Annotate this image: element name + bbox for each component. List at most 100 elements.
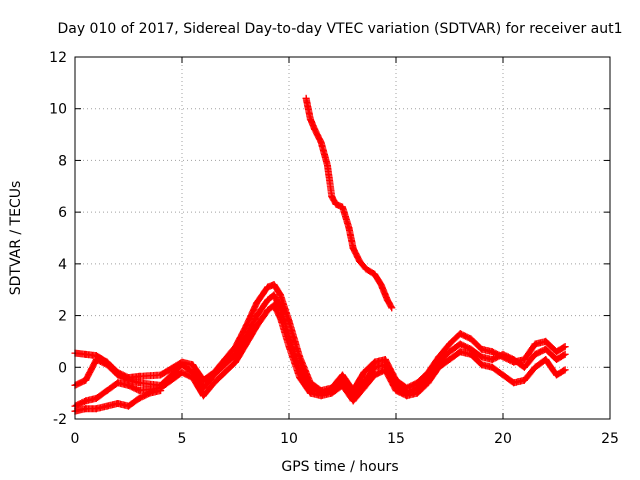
data-point	[456, 348, 464, 356]
data-point	[446, 356, 453, 364]
data-point	[270, 301, 278, 309]
data-point	[356, 257, 364, 265]
y-tick-label: 6	[58, 205, 67, 221]
y-tick-label: -2	[53, 412, 67, 428]
data-point	[488, 363, 496, 371]
data-point	[92, 356, 100, 364]
data-point	[135, 394, 143, 402]
x-tick-label: 25	[601, 431, 619, 447]
data-point	[135, 379, 143, 387]
data-point	[221, 368, 229, 376]
x-tick-label: 5	[178, 431, 187, 447]
data-point	[114, 371, 122, 379]
y-tick-label: 12	[49, 50, 67, 66]
data-point	[446, 340, 453, 348]
data-point	[157, 387, 165, 395]
data-point	[253, 299, 261, 307]
data-point	[210, 379, 218, 387]
data-point	[553, 371, 560, 379]
data-point	[499, 371, 507, 379]
y-tick-label: 4	[58, 257, 67, 273]
data-point	[553, 356, 560, 364]
data-point	[553, 348, 560, 356]
y-axis-label: SDTVAR / TECUs	[8, 181, 24, 296]
data-point	[242, 340, 250, 348]
data-point	[388, 304, 396, 312]
grid-lines	[75, 57, 610, 419]
data-point	[371, 270, 379, 278]
data-point	[332, 200, 340, 208]
data-point	[561, 366, 569, 374]
data-point	[178, 368, 186, 376]
marker-trace	[71, 291, 569, 400]
data-point	[276, 314, 284, 322]
data-point	[381, 366, 389, 374]
data-point	[103, 361, 111, 369]
data-point	[221, 361, 229, 369]
data-point	[360, 384, 368, 392]
data-point	[542, 337, 550, 345]
data-point	[362, 265, 370, 273]
chart-title: Day 010 of 2017, Sidereal Day-to-day VTE…	[57, 21, 622, 37]
data-point	[276, 291, 284, 299]
data-point	[349, 244, 357, 252]
data-point	[413, 389, 421, 397]
data-point	[199, 392, 207, 400]
data-point	[317, 138, 325, 146]
data-point	[270, 281, 278, 289]
x-tick-label: 20	[494, 431, 512, 447]
data-point	[210, 371, 218, 379]
data-point	[125, 402, 132, 410]
y-tick-label: 2	[58, 309, 67, 325]
x-tick-labels: 0 5 10 15 20 25	[71, 431, 619, 447]
y-tick-label: 10	[49, 102, 67, 118]
data-point	[253, 312, 261, 320]
data-point	[178, 361, 186, 369]
x-axis-label: GPS time / hours	[281, 459, 398, 475]
data-point	[424, 379, 432, 387]
data-point	[478, 345, 486, 353]
data-point	[328, 193, 336, 201]
data-point	[435, 363, 443, 371]
data-point	[478, 353, 486, 361]
data-point	[345, 224, 353, 232]
data-point	[488, 348, 496, 356]
data-point	[92, 394, 100, 402]
data-markers	[71, 94, 569, 415]
data-point	[189, 361, 197, 369]
plot-frame	[74, 56, 611, 420]
data-point	[520, 363, 528, 371]
x-tick-label: 0	[71, 431, 80, 447]
data-point	[311, 125, 319, 133]
data-point	[542, 345, 550, 353]
data-point	[253, 322, 261, 330]
data-point	[103, 387, 111, 395]
data-point	[467, 350, 475, 358]
data-point	[339, 203, 346, 211]
data-point	[561, 350, 569, 358]
x-tick-label: 10	[280, 431, 298, 447]
y-tick-label: 8	[58, 153, 67, 169]
y-tick-label: 0	[58, 360, 67, 376]
data-point	[499, 350, 507, 358]
data-point	[82, 350, 90, 358]
data-point	[82, 376, 90, 384]
data-point	[349, 397, 357, 405]
data-point	[306, 389, 314, 397]
data-point	[456, 340, 464, 348]
data-point	[296, 374, 304, 382]
data-point	[103, 402, 111, 410]
data-point	[456, 330, 464, 338]
data-point	[264, 296, 272, 304]
data-point	[392, 387, 400, 395]
data-point	[531, 363, 539, 371]
data-point	[114, 379, 122, 387]
data-point	[531, 350, 539, 358]
data-point	[135, 372, 143, 380]
data-point	[306, 115, 314, 123]
data-point	[324, 162, 332, 170]
data-point	[510, 379, 518, 387]
data-point	[232, 358, 239, 366]
data-point	[92, 405, 100, 413]
